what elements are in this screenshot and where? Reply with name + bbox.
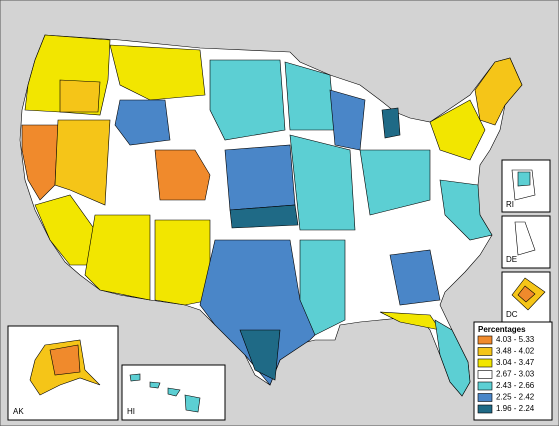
- florida: [434, 319, 471, 397]
- arkansas-louisiana: [299, 239, 346, 336]
- inset-dc: DC: [501, 271, 551, 323]
- oregon-interior: [59, 79, 101, 113]
- ak-region: [49, 344, 81, 376]
- inset-label: RI: [506, 200, 514, 209]
- regions: [19, 34, 523, 397]
- new-mexico: [154, 219, 211, 306]
- idaho-wyoming: [114, 99, 171, 146]
- inset-ri: RI: [501, 159, 551, 213]
- plains: [224, 144, 296, 211]
- ohio-valley: [359, 149, 431, 216]
- legend-label: 1.96 - 2.24: [496, 404, 535, 413]
- south-texas: [239, 329, 281, 381]
- legend-label: 2.25 - 2.42: [496, 393, 535, 402]
- inset-label: AK: [13, 407, 24, 416]
- inset-de: DE: [501, 215, 551, 269]
- texas: [199, 239, 331, 386]
- legend-label: 3.04 - 3.47: [496, 358, 535, 367]
- legend: Percentages 4.03 - 5.33 3.48 - 4.02 3.04 -…: [473, 321, 553, 421]
- legend-swatch: [477, 370, 493, 379]
- dc-region: [517, 285, 536, 303]
- de-shape: [514, 221, 536, 256]
- inset-label: DC: [506, 310, 518, 319]
- mid-atlantic: [439, 179, 493, 241]
- legend-label: 3.48 - 4.02: [496, 347, 535, 356]
- kansas: [229, 204, 299, 229]
- ri-region: [517, 171, 531, 187]
- utah: [154, 149, 211, 201]
- legend-swatch: [477, 358, 493, 368]
- legend-label: 4.03 - 5.33: [496, 335, 535, 344]
- legend-swatch: [477, 335, 493, 345]
- inset-label: HI: [127, 407, 135, 416]
- michigan-spot: [381, 107, 401, 139]
- nevada: [54, 119, 111, 206]
- hi-shape: [129, 373, 201, 413]
- iowa-missouri: [289, 134, 356, 231]
- new-england: [474, 57, 523, 126]
- legend-swatch: [477, 347, 493, 356]
- inset-hi: HI: [121, 364, 226, 421]
- legend-swatch: [477, 404, 493, 414]
- legend-label: 2.67 - 3.03: [496, 370, 535, 379]
- dakotas: [209, 59, 286, 141]
- arizona: [84, 214, 151, 301]
- georgia: [389, 249, 441, 306]
- legend-title: Percentages: [478, 325, 526, 334]
- wisconsin: [329, 89, 366, 151]
- legend-swatch: [477, 381, 493, 391]
- inset-label: DE: [506, 255, 517, 264]
- legend-label: 2.43 - 2.66: [496, 381, 535, 390]
- legend-swatch: [477, 393, 493, 402]
- new-york: [429, 99, 486, 161]
- montana: [109, 44, 206, 101]
- inset-ak: AK: [7, 325, 119, 421]
